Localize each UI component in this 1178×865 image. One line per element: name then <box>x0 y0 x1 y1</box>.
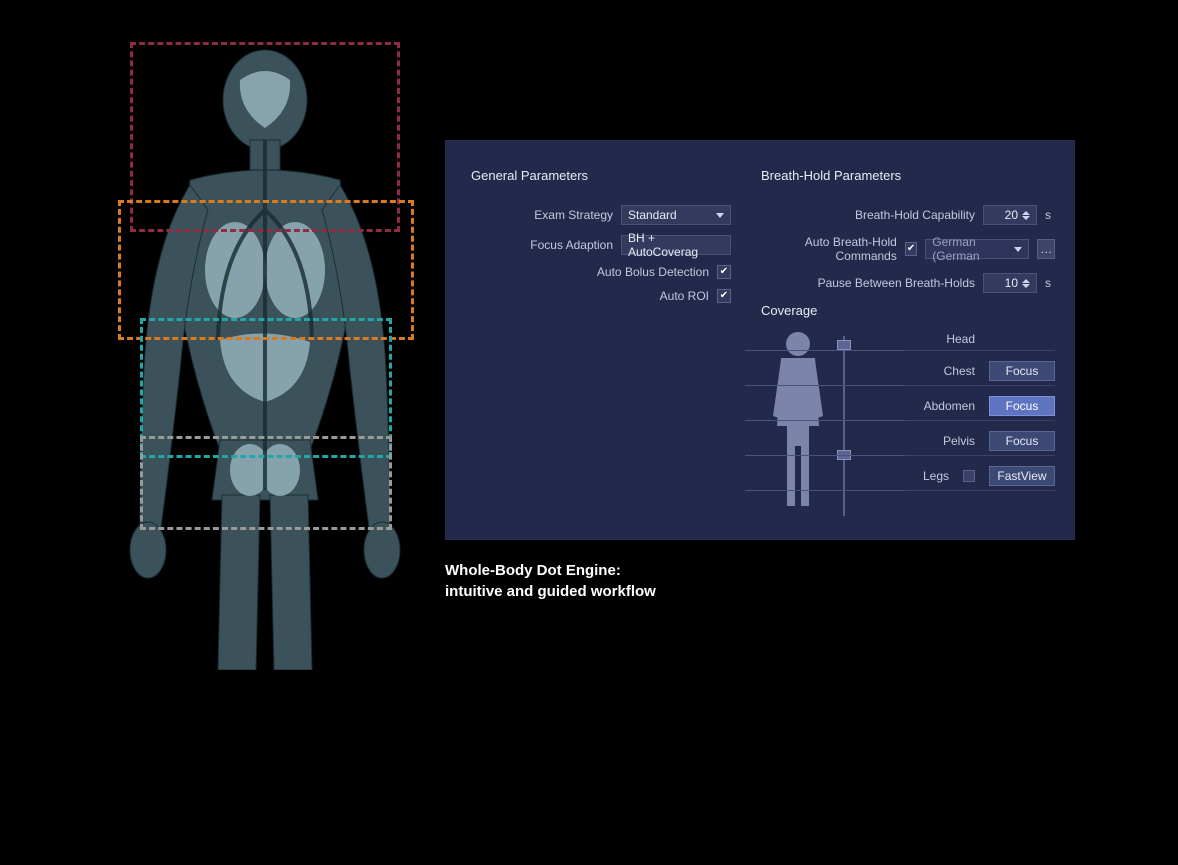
coverage-label-abdomen: Abdomen <box>907 399 975 413</box>
coverage-row-pelvis: Pelvis Focus <box>875 431 1055 456</box>
coverage-label-head: Head <box>907 332 975 346</box>
auto-bh-cmds-row: Auto Breath-Hold Commands German (German… <box>761 235 1055 263</box>
focus-adaption-label: Focus Adaption <box>530 238 613 252</box>
general-parameters-section: General Parameters Exam Strategy Standar… <box>471 168 731 526</box>
legs-indicator-icon <box>963 470 975 482</box>
coverage-figure <box>761 326 835 526</box>
coverage-row-chest: Chest Focus <box>875 361 1055 386</box>
bh-pause-label: Pause Between Breath-Holds <box>818 276 975 290</box>
bh-language-value: German (German <box>932 235 1014 263</box>
chevron-down-icon <box>716 213 724 218</box>
connector-line <box>745 490 905 491</box>
bh-capability-unit: s <box>1045 208 1055 222</box>
auto-bh-cmds-checkbox[interactable] <box>905 242 917 256</box>
chevron-down-icon <box>1014 247 1022 252</box>
parameter-panel: General Parameters Exam Strategy Standar… <box>445 140 1075 540</box>
bh-pause-unit: s <box>1045 276 1055 290</box>
coverage-row-head: Head <box>875 332 1055 351</box>
bh-language-more-button[interactable]: … <box>1037 239 1055 259</box>
auto-roi-checkbox[interactable] <box>717 289 731 303</box>
bh-capability-value: 20 <box>1005 208 1018 222</box>
coverage-label-legs: Legs <box>881 469 949 483</box>
region-pelvis <box>140 436 392 530</box>
exam-strategy-row: Exam Strategy Standard <box>471 205 731 225</box>
breath-hold-section: Breath-Hold Parameters Breath-Hold Capab… <box>761 168 1055 526</box>
coverage-handle-top[interactable] <box>837 340 851 350</box>
bh-capability-input[interactable]: 20 <box>983 205 1037 225</box>
connector-line <box>745 350 905 351</box>
coverage-button-chest[interactable]: Focus <box>989 361 1055 381</box>
auto-roi-row: Auto ROI <box>471 289 731 303</box>
connector-line <box>745 455 905 456</box>
focus-adaption-row: Focus Adaption BH + AutoCoverag <box>471 235 731 255</box>
general-title: General Parameters <box>471 168 731 183</box>
exam-strategy-label: Exam Strategy <box>534 208 613 222</box>
coverage-title: Coverage <box>761 303 1055 318</box>
coverage-button-pelvis[interactable]: Focus <box>989 431 1055 451</box>
auto-bolus-checkbox[interactable] <box>717 265 731 279</box>
bh-capability-label: Breath-Hold Capability <box>855 208 975 222</box>
caption: Whole-Body Dot Engine: intuitive and gui… <box>445 560 656 602</box>
focus-adaption-field[interactable]: BH + AutoCoverag <box>621 235 731 255</box>
coverage-button-legs[interactable]: FastView <box>989 466 1055 486</box>
anatomy-figure <box>100 30 430 670</box>
coverage-row-legs: Legs FastView <box>875 466 1055 491</box>
bh-language-select[interactable]: German (German <box>925 239 1029 259</box>
caption-line-1: Whole-Body Dot Engine: <box>445 560 656 581</box>
coverage-label-pelvis: Pelvis <box>907 434 975 448</box>
caption-line-2: intuitive and guided workflow <box>445 581 656 602</box>
coverage-area: Head Chest Focus Abdomen Focus Pelvis Focus Leg… <box>761 326 1055 526</box>
coverage-slider-track <box>843 336 845 516</box>
bh-pause-row: Pause Between Breath-Holds 10 s <box>761 273 1055 293</box>
exam-strategy-select[interactable]: Standard <box>621 205 731 225</box>
focus-adaption-value: BH + AutoCoverag <box>628 231 724 259</box>
auto-bolus-row: Auto Bolus Detection <box>471 265 731 279</box>
bh-pause-value: 10 <box>1005 276 1018 290</box>
auto-bh-cmds-label: Auto Breath-Hold Commands <box>761 235 897 263</box>
connector-line <box>745 420 905 421</box>
auto-roi-label: Auto ROI <box>660 289 709 303</box>
auto-bolus-label: Auto Bolus Detection <box>597 265 709 279</box>
connector-line <box>745 385 905 386</box>
stepper-icon[interactable] <box>1022 275 1034 291</box>
coverage-row-abdomen: Abdomen Focus <box>875 396 1055 421</box>
exam-strategy-value: Standard <box>628 208 677 222</box>
stepper-icon[interactable] <box>1022 207 1034 223</box>
breath-title: Breath-Hold Parameters <box>761 168 1055 183</box>
bh-capability-row: Breath-Hold Capability 20 s <box>761 205 1055 225</box>
coverage-rows: Head Chest Focus Abdomen Focus Pelvis Focus Leg… <box>875 332 1055 491</box>
bh-pause-input[interactable]: 10 <box>983 273 1037 293</box>
coverage-button-abdomen[interactable]: Focus <box>989 396 1055 416</box>
coverage-label-chest: Chest <box>907 364 975 378</box>
